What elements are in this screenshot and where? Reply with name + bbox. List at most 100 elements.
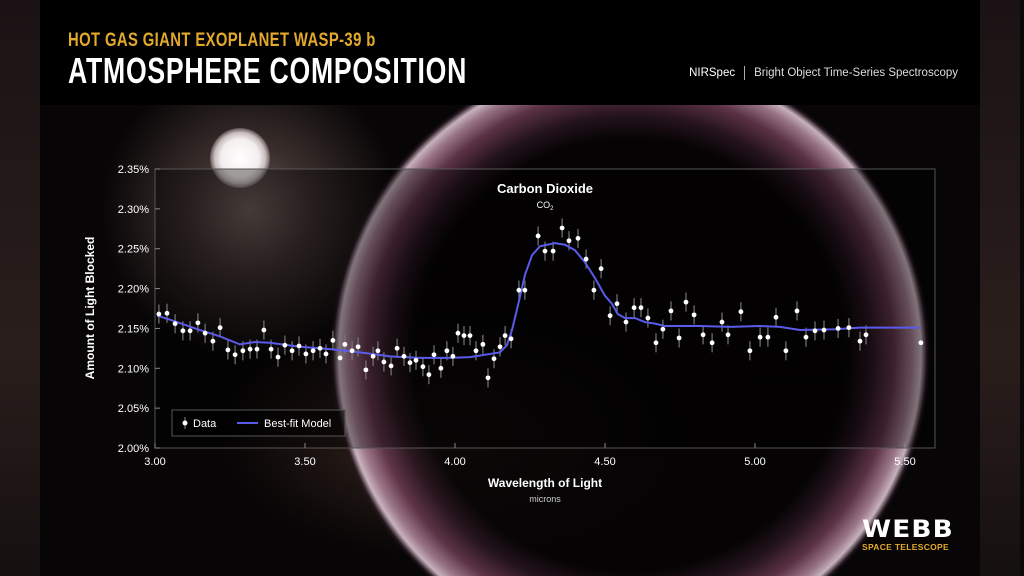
data-point [676, 335, 682, 341]
data-point [614, 301, 620, 307]
data-point [261, 327, 267, 333]
logo-tagline: SPACE TELESCOPE [862, 542, 949, 552]
data-point [232, 352, 238, 358]
data-point [516, 287, 522, 293]
formula-subscript: 2 [550, 206, 554, 212]
x-tick-label: 4.00 [444, 456, 465, 468]
data-point [857, 338, 863, 344]
y-tick-label: 2.05% [118, 403, 149, 415]
data-point [918, 340, 924, 346]
data-point [653, 340, 659, 346]
data-point [709, 340, 715, 346]
data-point [375, 348, 381, 354]
data-point [420, 364, 426, 370]
data-point [794, 308, 800, 314]
legend-data-marker [182, 420, 188, 426]
x-tick-label: 4.50 [594, 456, 615, 468]
data-point [303, 351, 309, 357]
data-point [575, 235, 581, 241]
legend-data-label: Data [193, 418, 217, 430]
data-point [317, 345, 323, 351]
best-fit-model-line [156, 242, 920, 359]
formula-text: CO [537, 200, 551, 210]
y-tick-label: 2.35% [118, 164, 149, 176]
x-axis: 3.00 3.50 4.00 4.50 5.00 5.50 [144, 443, 916, 468]
data-point [668, 308, 674, 314]
data-point [497, 344, 503, 350]
data-point [638, 305, 644, 311]
data-point [225, 347, 231, 353]
legend: Data Best-fit Model [171, 409, 346, 437]
data-point [645, 315, 651, 321]
data-point [598, 266, 604, 272]
data-point [330, 337, 336, 343]
data-point [473, 348, 479, 354]
logo-wordmark: WEBB [862, 515, 954, 543]
x-tick-label: 5.50 [894, 456, 915, 468]
data-point [202, 330, 208, 336]
annotation-formula: CO2 [537, 200, 555, 212]
x-tick-label: 3.50 [294, 456, 315, 468]
data-point [660, 326, 666, 332]
data-point [765, 334, 771, 340]
data-point [289, 348, 295, 354]
data-point [747, 348, 753, 354]
x-tick-label: 5.00 [744, 456, 765, 468]
data-point [725, 332, 731, 338]
data-point [401, 353, 407, 359]
data-point [407, 360, 413, 366]
legend-box [171, 409, 346, 437]
data-point [310, 348, 316, 354]
plot-frame [154, 168, 936, 449]
data-point [535, 233, 541, 239]
data-point [355, 344, 361, 350]
data-point [502, 333, 508, 339]
data-point [508, 336, 514, 342]
data-point [461, 333, 467, 339]
y-tick-label: 2.00% [118, 443, 149, 455]
data-point [187, 328, 193, 334]
x-tick-label: 3.00 [144, 456, 165, 468]
data-point [821, 327, 827, 333]
data-point [691, 312, 697, 318]
data-point [426, 372, 432, 378]
data-point [550, 248, 556, 254]
page-title: ATMOSPHERE COMPOSITION [68, 50, 468, 91]
data-point [719, 319, 725, 325]
x-axis-label: Wavelength of Light [488, 476, 602, 490]
data-point [349, 348, 355, 354]
data-point [370, 353, 376, 359]
data-point [455, 330, 461, 336]
left-border [0, 0, 40, 576]
data-point [450, 353, 456, 359]
y-tick-label: 2.25% [118, 244, 149, 256]
data-point [388, 363, 394, 369]
data-point [738, 309, 744, 315]
instrument-name: NIRSpec [689, 67, 736, 79]
data-point [491, 356, 497, 362]
legend-model-label: Best-fit Model [264, 418, 331, 430]
data-point [631, 305, 637, 311]
data-point [394, 345, 400, 351]
data-point [863, 332, 869, 338]
data-point [156, 311, 162, 317]
data-point [247, 346, 253, 352]
data-point [480, 341, 486, 347]
page-subtitle: HOT GAS GIANT EXOPLANET WASP-39 b [68, 30, 376, 51]
y-tick-label: 2.15% [118, 323, 149, 335]
data-point [282, 342, 288, 348]
data-point [783, 348, 789, 354]
data-point [296, 343, 302, 349]
data-point [559, 225, 565, 231]
data-point [485, 375, 491, 381]
data-point [275, 354, 281, 360]
data-point [438, 365, 444, 371]
data-point [583, 256, 589, 262]
data-point [240, 348, 246, 354]
data-point [623, 319, 629, 325]
y-axis-label: Amount of Light Blocked [83, 237, 97, 380]
instrument-label: NIRSpec Bright Object Time-Series Spectr… [689, 66, 958, 80]
divider [744, 66, 746, 80]
data-point [254, 346, 260, 352]
